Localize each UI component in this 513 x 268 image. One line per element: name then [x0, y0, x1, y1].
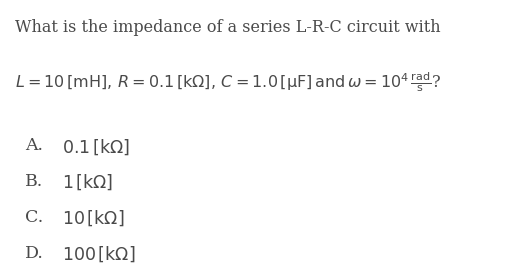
Text: $0.1\,\mathrm{[k\Omega]}$: $0.1\,\mathrm{[k\Omega]}$ — [63, 137, 130, 157]
Text: B.: B. — [25, 173, 43, 190]
Text: $100\,\mathrm{[k\Omega]}$: $100\,\mathrm{[k\Omega]}$ — [63, 245, 136, 264]
Text: $1\,\mathrm{[k\Omega]}$: $1\,\mathrm{[k\Omega]}$ — [63, 173, 114, 192]
Text: C.: C. — [25, 209, 43, 226]
Text: A.: A. — [25, 137, 43, 154]
Text: D.: D. — [25, 245, 44, 262]
Text: $L = 10\,\mathrm{[mH]},\,R = 0.1\,\mathrm{[k\Omega]},\,C = 1.0\,\mathrm{[\mu F]}: $L = 10\,\mathrm{[mH]},\,R = 0.1\,\mathr… — [15, 70, 442, 94]
Text: $10\,\mathrm{[k\Omega]}$: $10\,\mathrm{[k\Omega]}$ — [63, 209, 125, 228]
Text: What is the impedance of a series L-R-C circuit with: What is the impedance of a series L-R-C … — [15, 19, 441, 36]
